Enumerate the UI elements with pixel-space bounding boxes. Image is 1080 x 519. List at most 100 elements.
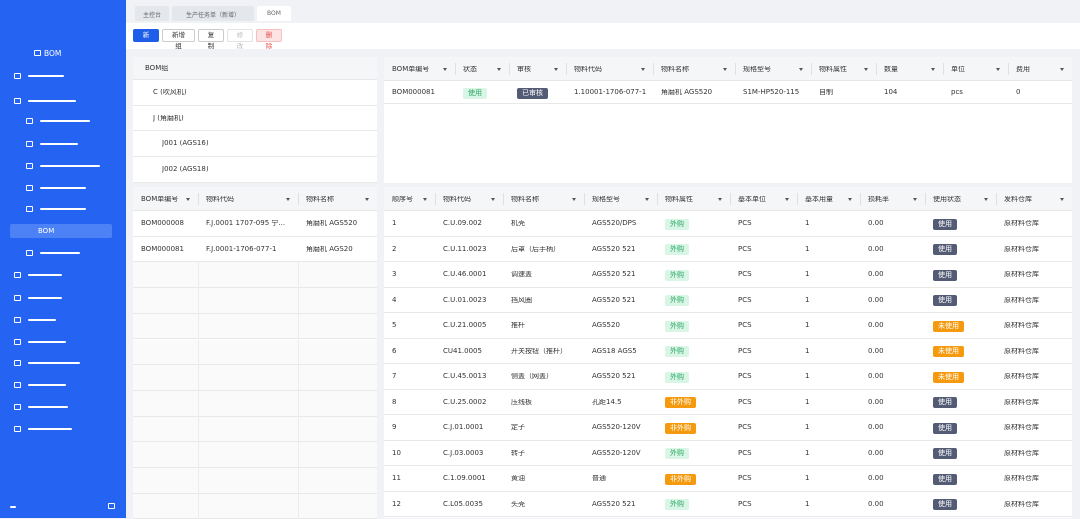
column-header[interactable]: 审核	[517, 66, 531, 73]
column-header[interactable]: 状态	[463, 66, 477, 73]
column-header[interactable]: 物料属性	[665, 196, 693, 203]
menu-label-placeholder[interactable]	[40, 165, 100, 167]
column-header[interactable]: 物料代码	[443, 196, 471, 203]
column-header[interactable]: 费用	[1016, 66, 1030, 73]
table-cell: 1	[805, 220, 810, 228]
table-row[interactable]	[384, 389, 1072, 415]
column-divider	[811, 63, 812, 75]
status-tag: 未使用	[933, 346, 964, 358]
table-cell: 定子	[511, 424, 525, 432]
cell-divider	[298, 288, 299, 314]
menu-icon	[14, 426, 21, 432]
column-header[interactable]: 数量	[884, 66, 898, 73]
tree-node[interactable]: C (吹风机)	[153, 89, 187, 96]
tree-row[interactable]	[133, 157, 377, 183]
table-header	[133, 187, 377, 211]
table-row[interactable]	[384, 236, 1072, 262]
menu-label-placeholder[interactable]	[28, 297, 62, 299]
table-cell: 普通	[592, 475, 606, 483]
table-row[interactable]	[133, 211, 377, 237]
column-header[interactable]: 物料属性	[819, 66, 847, 73]
toolbar-button[interactable]: 复制	[198, 29, 224, 50]
table-row[interactable]	[384, 415, 1072, 441]
column-header[interactable]: 基本单位	[738, 196, 766, 203]
tab[interactable]: 主控台	[135, 6, 169, 21]
tree-title: BOM组	[145, 65, 169, 72]
table-cell: 1	[805, 500, 810, 508]
tree-node[interactable]: J (角磨机)	[153, 114, 184, 122]
table-row	[133, 262, 377, 289]
column-header[interactable]: BOM单编号	[141, 196, 179, 203]
tab[interactable]: 生产任务单（新增）	[172, 6, 254, 21]
menu-label-placeholder[interactable]	[28, 384, 66, 386]
cell-divider	[198, 365, 199, 391]
menu-label-placeholder[interactable]	[40, 252, 80, 254]
table-row[interactable]	[384, 491, 1072, 517]
tree-row[interactable]	[133, 80, 377, 106]
menu-label-placeholder[interactable]	[28, 100, 76, 102]
table-cell: 1	[805, 245, 810, 253]
table-cell: BOM000081	[141, 246, 184, 254]
tree-row[interactable]	[133, 131, 377, 158]
table-row[interactable]	[384, 440, 1072, 466]
table-cell: AGS520-120V	[592, 424, 641, 432]
table-row[interactable]	[384, 338, 1072, 364]
table-row[interactable]	[384, 262, 1072, 288]
sort-arrow	[785, 198, 789, 201]
column-header[interactable]: 物料名称	[661, 66, 689, 73]
column-header[interactable]: 单位	[951, 66, 965, 73]
table-row	[133, 468, 377, 494]
table-cell: F.J.0001 1707-095 宁...	[206, 220, 286, 228]
column-header[interactable]: 基本用量	[805, 196, 833, 203]
menu-label-placeholder[interactable]	[40, 143, 78, 145]
table-cell: AGS520 521	[592, 373, 636, 381]
column-header[interactable]: 发料仓库	[1004, 196, 1032, 203]
column-header[interactable]: 物料代码	[206, 196, 234, 203]
toolbar-button[interactable]: 删除	[256, 29, 282, 50]
column-header[interactable]: 物料名称	[306, 196, 334, 203]
column-header[interactable]: 顺序号	[392, 196, 413, 203]
sort-arrow	[572, 198, 576, 201]
table-row[interactable]	[384, 211, 1072, 237]
column-header[interactable]: 物料代码	[574, 66, 602, 73]
sidebar-title: BOM	[44, 49, 62, 58]
column-header[interactable]: 损耗率	[868, 196, 889, 203]
tree-row[interactable]	[133, 106, 377, 132]
column-header[interactable]: 使用状态	[933, 196, 961, 203]
cell-divider	[298, 416, 299, 443]
tree-node[interactable]: J001 (AGS16)	[162, 140, 209, 148]
menu-label-placeholder[interactable]	[28, 406, 68, 408]
menu-label-placeholder[interactable]	[28, 362, 80, 364]
column-header[interactable]: BOM单编号	[392, 66, 430, 73]
table-cell: 转子	[511, 449, 525, 457]
table-row[interactable]	[384, 287, 1072, 313]
table-cell: PCS	[738, 220, 752, 228]
menu-icon	[14, 98, 21, 104]
active-menu-label[interactable]: BOM	[38, 227, 55, 235]
menu-label-placeholder[interactable]	[40, 187, 86, 189]
table-cell: 1	[805, 322, 810, 330]
table-row[interactable]	[384, 466, 1072, 492]
menu-label-placeholder[interactable]	[40, 208, 86, 210]
menu-label-placeholder[interactable]	[40, 120, 90, 122]
tab[interactable]: BOM	[257, 6, 291, 21]
menu-label-placeholder[interactable]	[28, 341, 66, 343]
column-header[interactable]: 规格型号	[592, 196, 620, 203]
toolbar-button[interactable]: 新增组	[162, 29, 195, 50]
menu-label-placeholder[interactable]	[28, 274, 62, 276]
menu-label-placeholder[interactable]	[28, 75, 64, 77]
menu-label-placeholder[interactable]	[28, 319, 56, 321]
table-cell: AGS520 521	[592, 500, 636, 508]
table-row[interactable]	[133, 236, 377, 263]
table-row[interactable]	[384, 364, 1072, 390]
column-header[interactable]: 物料名称	[511, 196, 539, 203]
column-header[interactable]: 规格型号	[743, 66, 771, 73]
table-row[interactable]	[384, 81, 1072, 104]
toolbar-button[interactable]: 新增	[133, 29, 159, 50]
column-divider	[797, 193, 798, 205]
tree-node[interactable]: J002 (AGS18)	[162, 166, 209, 174]
active-menu-item[interactable]	[10, 224, 112, 238]
status-tag: 未使用	[933, 371, 964, 383]
menu-label-placeholder[interactable]	[28, 428, 72, 430]
table-row[interactable]	[384, 313, 1072, 339]
